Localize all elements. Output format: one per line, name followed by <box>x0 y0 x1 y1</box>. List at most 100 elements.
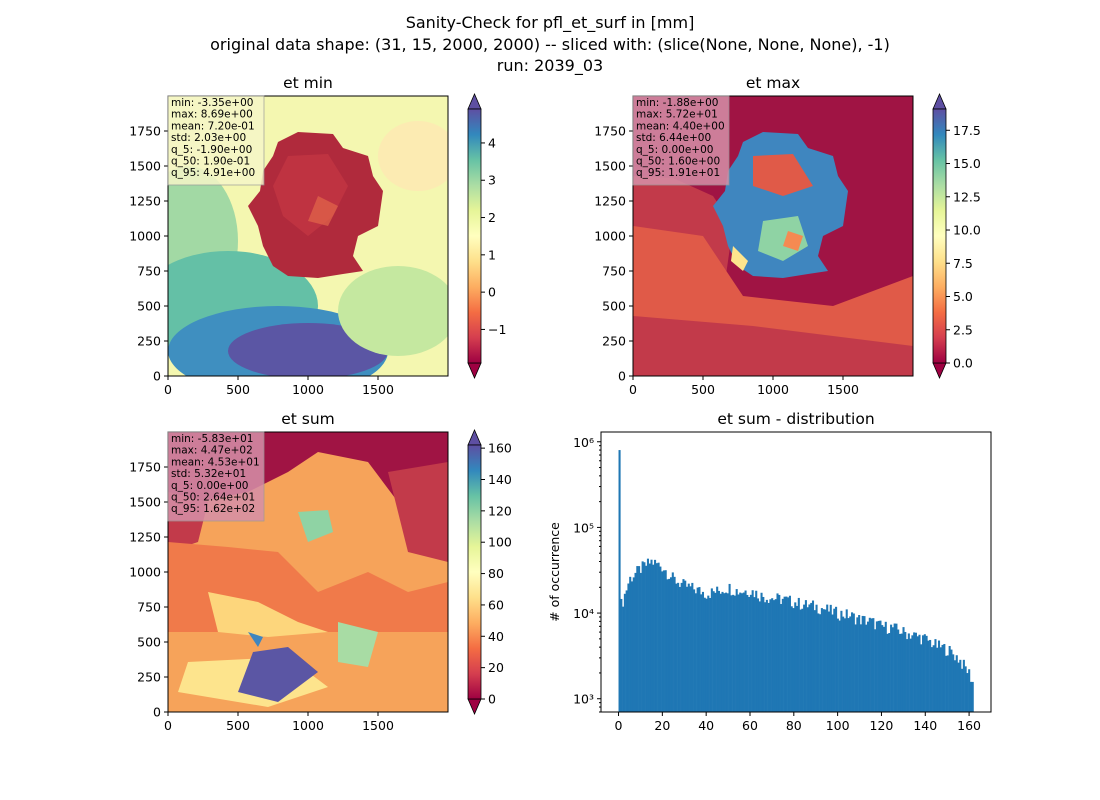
colorbar: 0 20 40 60 80 100 120 140 160 <box>467 428 512 716</box>
histogram-bar <box>847 618 850 712</box>
histogram-bar <box>923 634 926 712</box>
histogram-bar <box>936 647 939 712</box>
y-tick-label: 0 <box>618 369 626 384</box>
y-tick-label: 250 <box>602 334 626 349</box>
histogram-bar <box>645 565 648 712</box>
histogram-bar <box>778 594 781 712</box>
histogram-bar <box>630 581 634 712</box>
colorbar-tick-label: 10.0 <box>953 223 981 238</box>
histogram-bar <box>698 587 701 712</box>
histogram-bar <box>652 564 655 712</box>
stats-line: q_5: 0.00e+00 <box>171 480 248 492</box>
figure-title: Sanity-Check for pfl_et_surf in [mm] <box>405 13 695 32</box>
colorbar-tick-label: −1 <box>488 322 506 337</box>
histogram-bar <box>898 633 902 712</box>
heatmap-panel-0: et min 0 500 1000 1500 0 250 500 750 1000 1250 1500… <box>129 74 506 397</box>
colorbar-gradient <box>467 108 482 364</box>
stats-line: mean: 4.53e+01 <box>171 456 260 468</box>
y-tick-label: 0 <box>153 705 161 720</box>
histogram-bar <box>959 659 962 712</box>
stats-line: std: 5.32e+01 <box>171 468 246 480</box>
stats-line: max: 8.69e+00 <box>171 109 253 121</box>
stats-line: q_5: 0.00e+00 <box>636 144 713 156</box>
histogram-bar <box>721 591 724 712</box>
histogram-bar <box>744 590 747 712</box>
histogram-bar <box>636 566 639 712</box>
histogram-bar <box>655 563 658 712</box>
histogram-bar <box>900 633 903 712</box>
histogram-bar <box>643 562 646 712</box>
histogram-bar <box>710 588 713 712</box>
histogram-bar <box>886 633 889 712</box>
colorbar-tick-label: 0 <box>488 692 496 707</box>
stats-line: q_50: 1.60e+00 <box>636 156 720 168</box>
histogram-bar <box>730 595 733 712</box>
x-tick-label: 1000 <box>757 382 789 397</box>
y-tick-label: 1000 <box>129 229 161 244</box>
histogram-bar <box>799 609 802 712</box>
histogram-bar <box>654 559 657 712</box>
histogram-bar <box>671 572 674 712</box>
y-tick-label: 1250 <box>129 530 161 545</box>
x-tick-label: 60 <box>742 718 758 733</box>
panel-title: et max <box>746 74 800 92</box>
y-tick-label: 10⁶ <box>573 435 594 450</box>
histogram-bar <box>753 597 756 712</box>
y-tick-label: 750 <box>137 600 161 615</box>
histogram-bar <box>794 602 797 712</box>
histogram-bar <box>971 681 974 712</box>
y-tick-label: 10³ <box>573 692 594 707</box>
histogram-bar <box>840 610 843 712</box>
x-tick-label: 0 <box>164 718 172 733</box>
histogram-bar <box>890 624 893 712</box>
histogram-bar <box>776 593 779 712</box>
stats-line: max: 5.72e+01 <box>636 109 718 121</box>
histogram-bar <box>748 596 751 712</box>
stats-line: min: -1.88e+00 <box>636 97 718 109</box>
y-axis-label: # of occurrence <box>547 522 562 622</box>
y-tick-label: 500 <box>137 635 161 650</box>
x-tick-label: 0 <box>629 382 637 397</box>
histogram-bar <box>712 591 715 712</box>
histogram-bar <box>785 596 788 712</box>
histogram-bar <box>622 606 625 712</box>
histogram-bar <box>680 582 683 712</box>
histogram-bar <box>891 627 894 712</box>
histogram-bar <box>726 593 729 712</box>
histogram-bar <box>934 639 937 712</box>
stats-line: q_95: 4.91e+00 <box>171 167 255 179</box>
stats-box-bg <box>632 95 730 186</box>
histogram-bar <box>804 600 807 712</box>
histogram-bar <box>725 592 728 712</box>
histogram-bar <box>856 617 859 712</box>
histogram-bar <box>719 593 722 712</box>
x-tick-label: 80 <box>786 718 802 733</box>
histogram-bar <box>732 594 735 712</box>
stats-line: std: 6.44e+00 <box>636 132 711 144</box>
x-tick-label: 40 <box>698 718 714 733</box>
colorbar-tick-label: 15.0 <box>953 156 981 171</box>
histogram-bar <box>907 633 910 712</box>
colorbar-tick-label: 20 <box>488 660 504 675</box>
histogram-bar <box>920 644 923 712</box>
histogram-bar <box>884 621 887 712</box>
histogram-bar <box>627 583 630 712</box>
histogram-bar <box>781 598 784 712</box>
histogram-bar <box>911 635 914 712</box>
histogram-bar <box>735 589 738 712</box>
stats-line: max: 4.47e+02 <box>171 445 253 457</box>
histogram-bar <box>811 600 815 712</box>
x-tick-label: 500 <box>691 382 715 397</box>
histogram-bar <box>790 606 793 712</box>
histogram-bar <box>687 583 690 712</box>
histogram-bar <box>962 659 965 712</box>
x-tick-label: 0 <box>615 718 623 733</box>
histogram-bar <box>751 590 754 712</box>
histogram-bar <box>701 591 705 712</box>
histogram-bar <box>762 596 765 712</box>
stats-line: mean: 7.20e-01 <box>171 120 255 132</box>
colorbar-extend-min <box>932 362 947 380</box>
histogram-bar <box>815 604 818 712</box>
